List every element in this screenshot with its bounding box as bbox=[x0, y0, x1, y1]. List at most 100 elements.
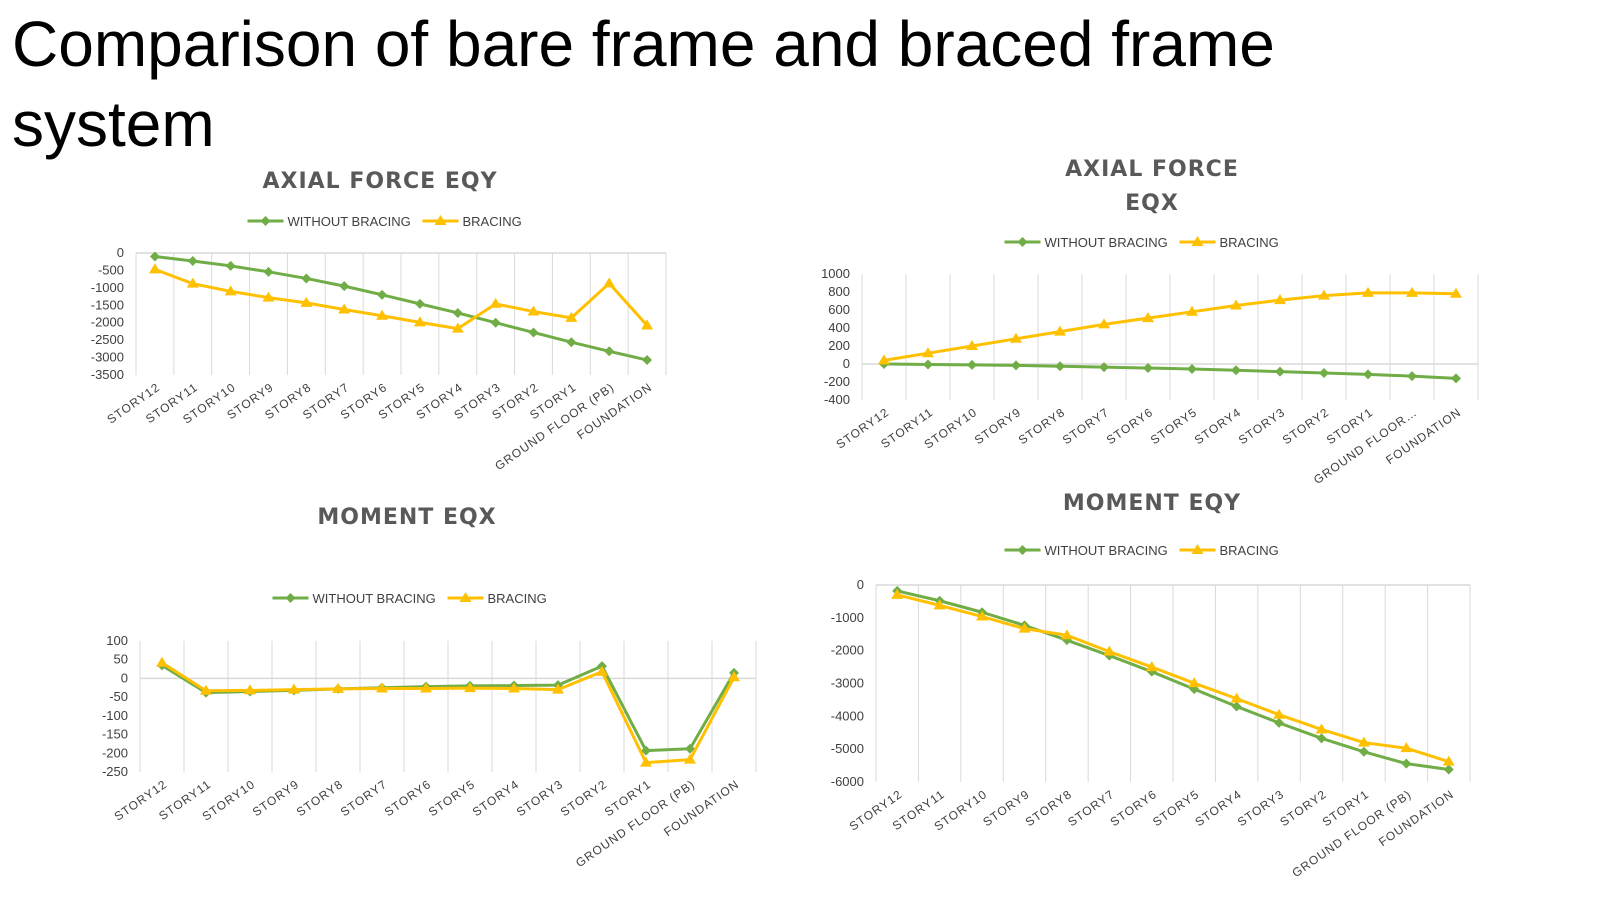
data-point bbox=[528, 327, 539, 338]
legend-label: BRACING bbox=[1220, 543, 1279, 558]
data-point bbox=[451, 322, 464, 333]
data-point bbox=[527, 305, 540, 316]
legend-label: WITHOUT BRACING bbox=[288, 214, 411, 229]
data-point bbox=[244, 684, 256, 695]
legend-marker bbox=[1017, 545, 1028, 555]
data-point bbox=[1187, 363, 1197, 374]
y-tick-label: 0 bbox=[121, 670, 128, 685]
data-point bbox=[413, 316, 426, 327]
x-category-label: STORY9 bbox=[980, 787, 1032, 829]
y-tick-label: -200 bbox=[824, 374, 850, 389]
data-point bbox=[1275, 366, 1285, 377]
y-tick-label: -2500 bbox=[91, 332, 124, 347]
data-point bbox=[1315, 723, 1328, 734]
data-point bbox=[552, 683, 564, 694]
y-tick-label: -4000 bbox=[831, 708, 864, 723]
legend-label: BRACING bbox=[1220, 235, 1279, 250]
data-point bbox=[976, 610, 989, 621]
data-point bbox=[1274, 294, 1286, 305]
data-point bbox=[377, 289, 388, 300]
data-point bbox=[596, 665, 608, 676]
data-point bbox=[641, 745, 651, 756]
y-tick-label: -200 bbox=[102, 745, 128, 760]
slide-title: Comparison of bare frame and braced fram… bbox=[12, 8, 1275, 160]
legend-marker bbox=[1191, 544, 1204, 554]
data-point bbox=[967, 359, 977, 370]
y-tick-label: 100 bbox=[106, 633, 128, 648]
y-tick-label: -6000 bbox=[831, 774, 864, 789]
data-point bbox=[1010, 332, 1022, 343]
data-point bbox=[1231, 365, 1241, 376]
data-point bbox=[1099, 362, 1109, 373]
data-point bbox=[1011, 360, 1021, 371]
x-category-label: STORY5 bbox=[1150, 787, 1202, 829]
data-point bbox=[508, 682, 520, 693]
y-tick-label: 0 bbox=[117, 245, 124, 260]
series-line bbox=[896, 593, 1450, 764]
data-point bbox=[878, 354, 890, 365]
legend-label: BRACING bbox=[488, 591, 547, 606]
data-point bbox=[1363, 369, 1373, 380]
y-tick-label: -150 bbox=[102, 727, 128, 742]
data-point bbox=[1451, 373, 1461, 384]
x-category-label: STORY6 bbox=[1108, 787, 1160, 829]
y-tick-label: -1500 bbox=[91, 297, 124, 312]
series-line bbox=[154, 254, 648, 362]
data-point bbox=[262, 291, 275, 302]
data-point bbox=[332, 682, 344, 693]
data-point bbox=[224, 285, 237, 296]
chart-title: AXIAL FORCE bbox=[1065, 157, 1239, 182]
data-point bbox=[464, 682, 476, 693]
y-tick-label: -1000 bbox=[831, 610, 864, 625]
data-point bbox=[338, 303, 351, 314]
data-point bbox=[1407, 371, 1417, 382]
y-tick-label: 400 bbox=[828, 320, 850, 335]
y-tick-label: -500 bbox=[98, 262, 124, 277]
chart-title: MOMENT EQX bbox=[317, 505, 496, 530]
data-point bbox=[566, 337, 577, 348]
y-tick-label: -3000 bbox=[91, 350, 124, 365]
data-point bbox=[187, 256, 198, 267]
y-tick-label: -3000 bbox=[831, 676, 864, 691]
data-point bbox=[200, 684, 212, 695]
data-point bbox=[1098, 318, 1110, 329]
legend-label: WITHOUT BRACING bbox=[1045, 543, 1168, 558]
data-point bbox=[300, 296, 313, 307]
chart-title: AXIAL FORCE EQY bbox=[262, 169, 497, 194]
data-point bbox=[1143, 363, 1153, 374]
x-category-label: STORY3 bbox=[1235, 787, 1287, 829]
data-point bbox=[1230, 692, 1243, 703]
legend-item: WITHOUT BRACING bbox=[272, 591, 436, 606]
data-point bbox=[641, 319, 654, 330]
data-point bbox=[1142, 312, 1154, 323]
data-point bbox=[1443, 764, 1454, 775]
data-point bbox=[186, 277, 199, 288]
data-point bbox=[1230, 299, 1242, 310]
legend-item: BRACING bbox=[447, 591, 547, 606]
legend-item: BRACING bbox=[1179, 235, 1279, 250]
data-point bbox=[1145, 661, 1158, 672]
chart-title: MOMENT EQY bbox=[1063, 491, 1241, 516]
y-tick-label: 0 bbox=[857, 577, 864, 592]
series-line bbox=[883, 291, 1457, 362]
legend-item: WITHOUT BRACING bbox=[247, 214, 411, 229]
legend-label: BRACING bbox=[463, 214, 522, 229]
data-point bbox=[263, 266, 274, 277]
data-point bbox=[640, 756, 652, 767]
data-point bbox=[1316, 733, 1327, 744]
data-point bbox=[376, 682, 388, 693]
legend-item: BRACING bbox=[1179, 543, 1279, 558]
x-category-label: STORY4 bbox=[1192, 787, 1244, 829]
data-point bbox=[1055, 361, 1065, 372]
data-point bbox=[603, 277, 616, 288]
x-category-label: STORY7 bbox=[1065, 787, 1117, 829]
y-tick-label: 800 bbox=[828, 284, 850, 299]
legend-marker bbox=[434, 215, 447, 225]
data-point bbox=[490, 317, 501, 328]
y-tick-label: -400 bbox=[824, 392, 850, 407]
series-line bbox=[154, 267, 649, 331]
data-point bbox=[728, 671, 740, 682]
